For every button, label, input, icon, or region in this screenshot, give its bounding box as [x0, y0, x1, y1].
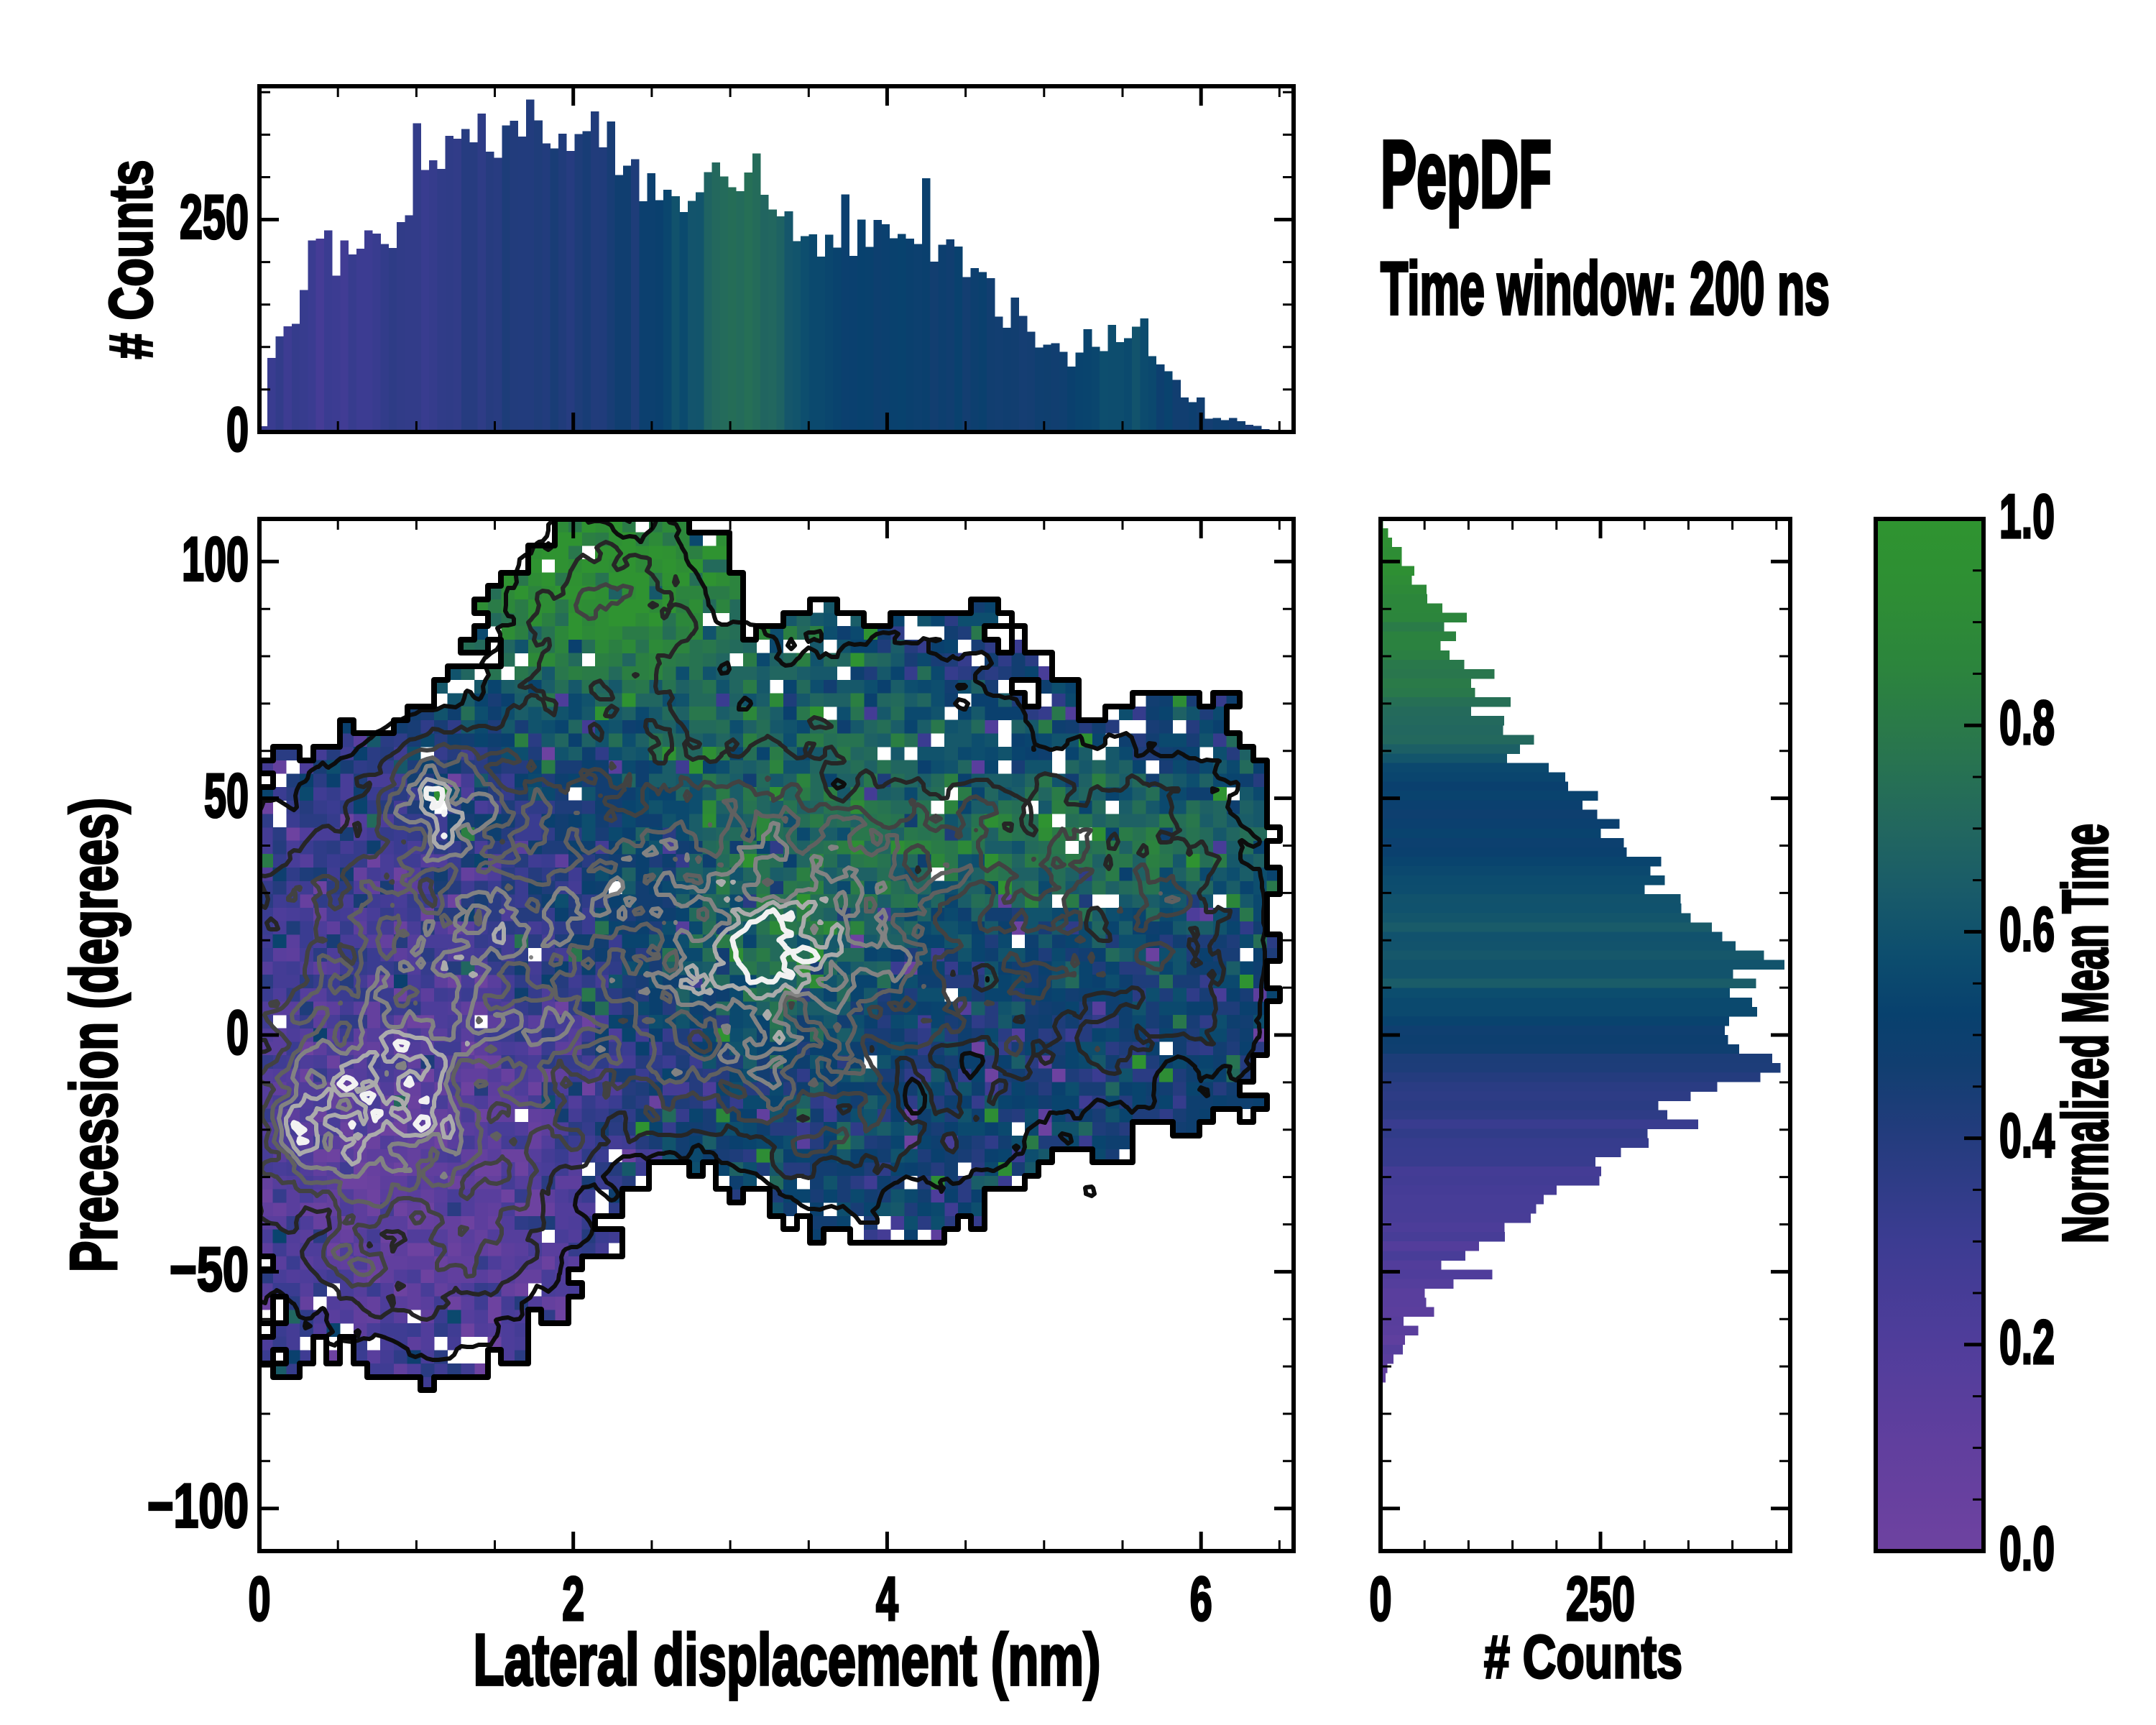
- svg-text:50: 50: [204, 762, 249, 831]
- svg-text:1.0: 1.0: [1999, 482, 2055, 551]
- svg-text:PepDF: PepDF: [1381, 121, 1552, 228]
- svg-text:100: 100: [182, 525, 249, 594]
- svg-text:Precession (degrees): Precession (degrees): [57, 798, 131, 1272]
- svg-text:Lateral displacement (nm): Lateral displacement (nm): [474, 1620, 1101, 1701]
- svg-text:0: 0: [1370, 1565, 1392, 1634]
- svg-text:0.2: 0.2: [1999, 1308, 2055, 1377]
- svg-text:# Counts: # Counts: [97, 160, 165, 359]
- svg-text:−50: −50: [170, 1235, 249, 1304]
- svg-text:# Counts: # Counts: [1484, 1623, 1682, 1690]
- svg-text:−100: −100: [147, 1472, 249, 1541]
- svg-text:4: 4: [876, 1565, 898, 1634]
- svg-text:250: 250: [180, 183, 249, 252]
- svg-text:0: 0: [226, 998, 249, 1067]
- svg-text:0.0: 0.0: [1999, 1514, 2055, 1583]
- svg-text:0.8: 0.8: [1999, 689, 2055, 758]
- svg-text:0.4: 0.4: [1999, 1102, 2055, 1171]
- svg-text:Normalized Mean Time: Normalized Mean Time: [2049, 824, 2121, 1243]
- svg-text:2: 2: [562, 1565, 584, 1634]
- svg-text:Time window: 200 ns: Time window: 200 ns: [1381, 247, 1830, 331]
- svg-text:0.6: 0.6: [1999, 895, 2055, 964]
- svg-text:6: 6: [1190, 1565, 1212, 1634]
- svg-text:0: 0: [226, 395, 249, 464]
- svg-text:250: 250: [1566, 1565, 1635, 1634]
- svg-text:0: 0: [249, 1565, 271, 1634]
